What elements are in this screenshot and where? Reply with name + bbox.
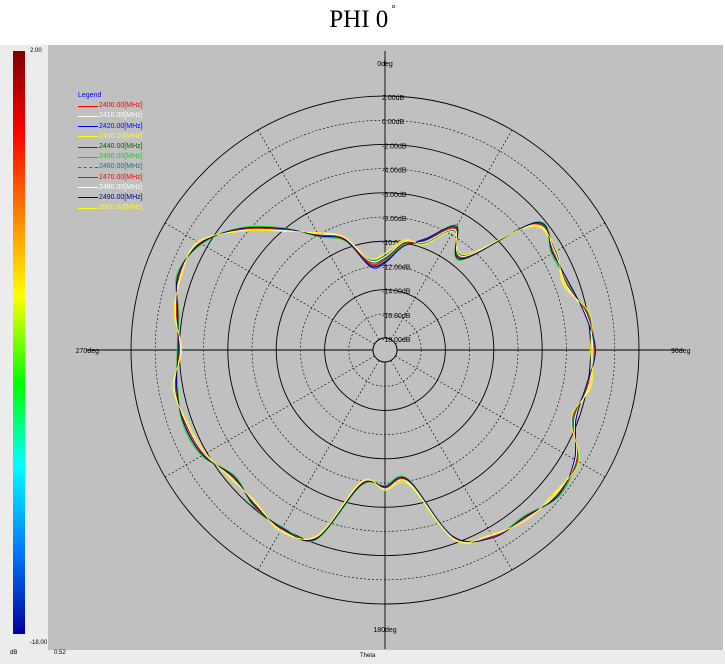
color-scale-bar: [13, 51, 25, 634]
scale-min-label: -18.00: [30, 640, 48, 646]
legend-label: 2480.00[MHz]: [99, 183, 143, 191]
polar-chart: 2.00dB 0.00dB -2.00dB -4.00dB -6.00dB -8.00dB…: [76, 51, 691, 649]
legend-item: 2450.00[MHz]: [78, 152, 143, 162]
ring-label: -14.00dB: [382, 289, 411, 296]
grid-ring-4: [227, 192, 543, 508]
series-line-10: [172, 225, 593, 544]
grid-ring-3: [203, 168, 567, 532]
legend-swatch: [78, 136, 98, 138]
legend-item: 2410.00[MHz]: [78, 111, 143, 121]
legend-item: 2470.00[MHz]: [78, 173, 143, 183]
legend-item: 2420.00[MHz]: [78, 122, 143, 132]
legend-item: 2480.00[MHz]: [78, 183, 143, 193]
degree-symbol: °: [391, 2, 396, 15]
grid-spoke-300: [164, 222, 375, 345]
ring-label: -18.00dB: [382, 337, 411, 344]
legend-item: 2460.00[MHz]: [78, 162, 143, 172]
grid-ring-7: [300, 265, 470, 435]
bottom-value-label: 0.52: [54, 650, 66, 656]
series-line-6: [173, 224, 594, 543]
legend-label: 2440.00[MHz]: [99, 142, 143, 150]
ring-label: -12.00dB: [382, 264, 411, 271]
legend-swatch: [78, 177, 98, 179]
center-circle: [372, 337, 398, 363]
legend-label: 2400.00[MHz]: [99, 102, 143, 110]
legend-items: 2400.00[MHz] 2410.00[MHz] 2420.00[MHz] 2430…: [78, 101, 143, 213]
grid-ring-8: [324, 289, 446, 411]
grid-spoke-150: [390, 360, 513, 571]
legend-swatch: [78, 146, 98, 148]
ring-label: -2.00dB: [382, 143, 407, 150]
ring-label: 0.00dB: [382, 119, 405, 126]
legend-label: 2490.00[MHz]: [99, 193, 143, 201]
ring-label: 2.00dB: [382, 95, 405, 102]
legend-label: 2450.00[MHz]: [99, 153, 143, 161]
angle-label-0deg: 0deg: [377, 61, 393, 68]
grid-ring-0: [130, 95, 640, 605]
legend-item: 2440.00[MHz]: [78, 142, 143, 152]
grid-ring-6: [275, 240, 495, 460]
polar-plot-panel: 2.00dB 0.00dB -2.00dB -4.00dB -6.00dB -8.00dB…: [48, 45, 723, 650]
legend-label: 2430.00[MHz]: [99, 132, 143, 140]
grid-ring-1: [154, 119, 616, 581]
legend-item: 2500.00[MHz]: [78, 203, 143, 213]
legend-label: 2470.00[MHz]: [99, 173, 143, 181]
angle-label-90deg: 90deg: [671, 348, 691, 355]
ring-label: -6.00dB: [382, 192, 407, 199]
legend-item: 2400.00[MHz]: [78, 101, 143, 111]
series-line-0: [174, 223, 594, 543]
legend-item: 2490.00[MHz]: [78, 193, 143, 203]
legend-swatch: [78, 126, 98, 128]
legend: Legend 2400.00[MHz] 2410.00[MHz] 2420.00[M…: [78, 91, 143, 213]
legend-swatch: [78, 156, 98, 158]
series-line-7: [174, 223, 595, 543]
legend-title: Legend: [78, 92, 102, 99]
legend-label: 2500.00[MHz]: [99, 204, 143, 212]
title-text: PHI 0: [329, 6, 389, 33]
legend-swatch: [78, 166, 98, 168]
angle-label-180deg: 180deg: [373, 627, 396, 634]
ring-label: -16.00dB: [382, 313, 411, 320]
ring-label: -8.00dB: [382, 216, 407, 223]
legend-swatch: [78, 105, 98, 107]
legend-swatch: [78, 115, 98, 117]
series-line-5: [175, 221, 596, 543]
theta-axis-label: Theta: [360, 653, 376, 659]
angle-label-270deg: 270deg: [76, 348, 99, 355]
grid-spoke-210: [257, 360, 380, 571]
legend-swatch: [78, 197, 98, 199]
scale-max-label: 2.00: [30, 48, 42, 54]
page-title: PHI 0 °: [0, 2, 725, 34]
grid-ring-9: [348, 313, 422, 387]
status-bar: dB 0.52 Theta: [0, 650, 725, 664]
legend-item: 2430.00[MHz]: [78, 132, 143, 142]
legend-swatch: [78, 187, 98, 189]
series-line-9: [175, 222, 596, 543]
grid-ring-5: [251, 216, 519, 484]
scale-unit-label: dB: [10, 650, 18, 656]
ring-label: -4.00dB: [382, 168, 407, 175]
legend-label: 2460.00[MHz]: [99, 163, 143, 171]
series-line-8: [173, 224, 594, 543]
legend-swatch: [78, 207, 98, 209]
legend-label: 2410.00[MHz]: [99, 112, 143, 120]
legend-label: 2420.00[MHz]: [99, 122, 143, 130]
